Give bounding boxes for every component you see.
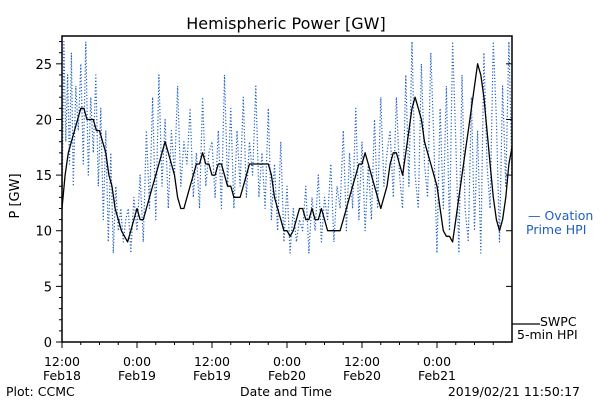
x-tick-date-label: Feb20 xyxy=(343,368,381,383)
legend-ovation-line2: Prime HPI xyxy=(526,222,586,237)
series-layer xyxy=(62,41,512,254)
x-tick-date-label: Feb19 xyxy=(118,368,156,383)
x-tick-time-label: 12:00 xyxy=(44,354,80,369)
series-ovation-prime-hpi xyxy=(62,41,512,254)
y-axis-label: P [GW] xyxy=(8,173,23,218)
x-axis: 12:00Feb180:00Feb1912:00Feb190:00Feb2012… xyxy=(43,342,494,383)
series-swpc-5min-hpi xyxy=(62,63,512,243)
y-tick-label: 20 xyxy=(35,113,52,128)
x-tick-time-label: 0:00 xyxy=(123,354,151,369)
x-tick-time-label: 0:00 xyxy=(273,354,301,369)
y-axis: 0 5 10 15 20 25 xyxy=(35,41,512,351)
legend: — Ovation Prime HPI SWPC 5-min HPI xyxy=(512,208,593,342)
x-tick-date-label: Feb21 xyxy=(418,368,456,383)
x-tick-date-label: Feb19 xyxy=(193,368,231,383)
x-tick-time-label: 12:00 xyxy=(344,354,380,369)
footer-timestamp: 2019/02/21 11:50:17 xyxy=(448,384,580,399)
y-tick-label: 10 xyxy=(35,225,52,240)
y-tick-label: 15 xyxy=(35,169,52,184)
x-tick-date-label: Feb18 xyxy=(43,368,81,383)
y-tick-label: 25 xyxy=(35,58,52,73)
x-axis-label: Date and Time xyxy=(240,384,332,399)
legend-swpc-line1: SWPC xyxy=(540,314,577,329)
x-tick-time-label: 0:00 xyxy=(423,354,451,369)
y-tick-label: 5 xyxy=(44,280,52,295)
footer-plot-credit: Plot: CCMC xyxy=(6,384,75,399)
x-tick-date-label: Feb20 xyxy=(268,368,306,383)
y-tick-label: 0 xyxy=(44,336,52,351)
legend-swpc-line2: 5-min HPI xyxy=(517,327,578,342)
y-axis-label-group: P [GW] xyxy=(8,173,23,218)
x-tick-time-label: 12:00 xyxy=(194,354,230,369)
legend-ovation-line1: — Ovation xyxy=(528,208,593,223)
chart-title: Hemispheric Power [GW] xyxy=(186,14,385,33)
